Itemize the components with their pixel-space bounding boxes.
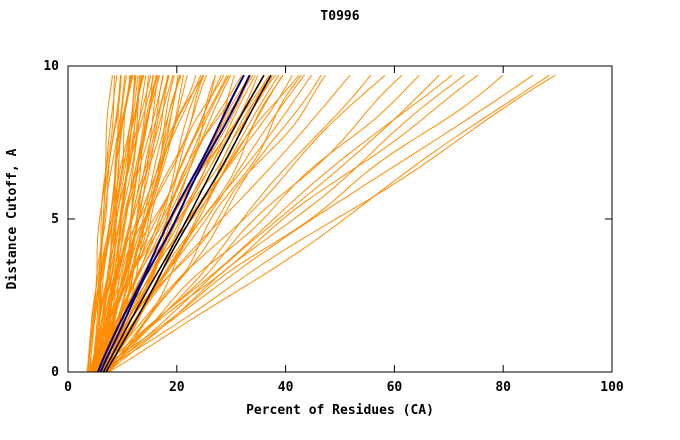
model-curve — [108, 74, 420, 373]
model-curve — [88, 75, 126, 373]
model-curve — [106, 75, 259, 373]
model-curve — [101, 74, 440, 373]
y-tick-label: 0 — [51, 365, 59, 380]
model-curve — [89, 75, 122, 373]
x-tick-label: 80 — [495, 380, 511, 395]
model-curve — [97, 74, 386, 373]
x-axis-label: Percent of Residues (CA) — [246, 403, 434, 418]
highlight-black-curve — [102, 74, 265, 373]
model-curve — [92, 74, 204, 373]
model-curve — [87, 75, 116, 373]
model-curve — [87, 75, 122, 373]
model-curve — [95, 75, 205, 373]
model-curve — [99, 75, 217, 373]
model-curve — [104, 74, 479, 373]
model-curve — [92, 75, 131, 373]
model-curve — [93, 74, 245, 373]
y-axis-label: Distance Cutoff, A — [5, 148, 20, 289]
model-curve — [90, 74, 228, 373]
x-tick-label: 40 — [278, 380, 294, 395]
x-tick-label: 100 — [600, 380, 624, 395]
model-curve — [108, 74, 322, 373]
highlight-black-curve — [105, 74, 272, 373]
y-tick-label: 5 — [51, 212, 59, 227]
x-tick-label: 20 — [169, 380, 185, 395]
model-curve — [101, 74, 222, 373]
model-curve — [94, 75, 136, 373]
chart-title: T0996 — [320, 9, 359, 24]
axis-ticks-group: 0 20 40 60 80 100 0 5 10 — [43, 59, 624, 395]
model-curve — [96, 74, 504, 373]
model-curve — [96, 74, 293, 373]
model-curve — [106, 74, 284, 373]
highlight-navy-group — [96, 74, 251, 373]
x-tick-label: 0 — [64, 380, 72, 395]
highlight-navy-curve — [99, 74, 251, 373]
x-tick-label: 60 — [387, 380, 403, 395]
model-curve — [94, 74, 202, 373]
highlight-black-group — [102, 74, 272, 373]
model-curve — [99, 74, 453, 373]
model-curve — [108, 74, 550, 373]
model-curve — [93, 75, 139, 373]
model-curve — [102, 74, 534, 373]
highlight-navy-curve — [96, 74, 245, 373]
model-curve — [105, 74, 232, 373]
model-curve — [100, 74, 556, 373]
y-tick-label: 10 — [43, 59, 59, 74]
